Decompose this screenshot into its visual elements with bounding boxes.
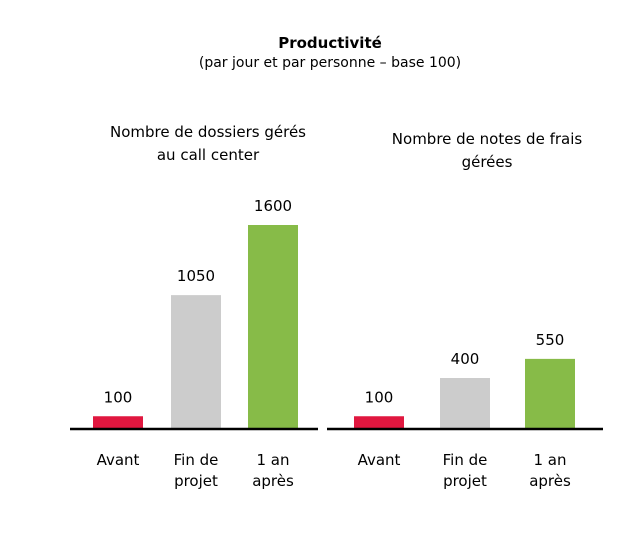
panel-title-line: Nombre de dossiers gérés (110, 123, 306, 141)
bar-after (525, 358, 575, 429)
category-label: Avant (97, 451, 140, 469)
category-label: après (529, 472, 571, 490)
data-label: 550 (536, 331, 565, 349)
category-label: 1 an (533, 451, 566, 469)
data-label: 100 (104, 388, 133, 406)
panel-title-line: gérées (462, 153, 513, 171)
category-label: Fin de (174, 451, 219, 469)
category-label: projet (443, 472, 487, 490)
bar-before (354, 416, 404, 429)
panel-title-line: au call center (157, 146, 260, 164)
panel-title-line: Nombre de notes de frais (392, 130, 583, 148)
data-label: 400 (451, 350, 480, 368)
category-label: Avant (358, 451, 401, 469)
category-label: Fin de (443, 451, 488, 469)
bar-end (440, 378, 490, 429)
chart-subtitle: (par jour et par personne – base 100) (199, 55, 461, 71)
category-label: projet (174, 472, 218, 490)
chart-panel-1: Nombre de dossiers gérés au call center 10… (70, 123, 318, 490)
data-label: 100 (365, 388, 394, 406)
bar-end (171, 295, 221, 429)
data-label: 1600 (254, 197, 292, 215)
chart-title: Productivité (278, 34, 382, 52)
category-label: après (252, 472, 294, 490)
bar-after (248, 225, 298, 429)
chart-panels: Nombre de dossiers gérés au call center 10… (70, 123, 603, 490)
bar-before (93, 416, 143, 429)
chart-panel-2: Nombre de notes de frais gérées 100 Avant 40… (327, 130, 603, 490)
category-label: 1 an (256, 451, 289, 469)
data-label: 1050 (177, 267, 215, 285)
